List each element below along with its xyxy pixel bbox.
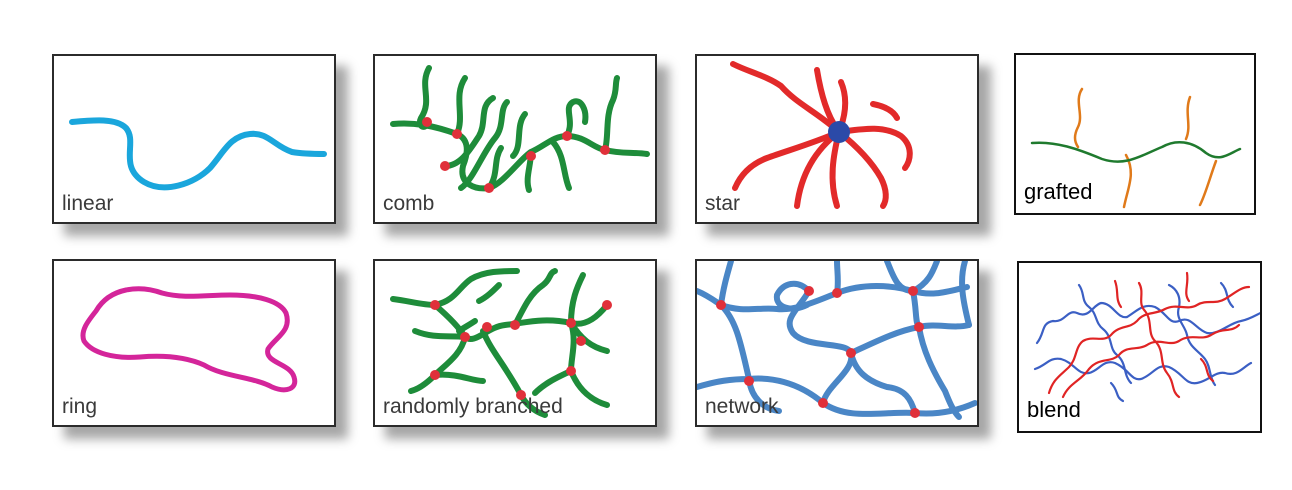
panel-label-grafted: grafted — [1024, 179, 1093, 204]
ring-chain — [80, 286, 298, 393]
star-polymer-diagram — [730, 61, 913, 209]
blend-red-chains — [1047, 271, 1251, 399]
comb-polymer-diagram — [390, 65, 650, 193]
panel-grafted: grafted — [1014, 53, 1256, 215]
panel-label-star: star — [705, 192, 741, 215]
star-core — [828, 121, 850, 143]
panel-label-comb: comb — [383, 192, 435, 215]
linear-polymer-diagram — [69, 117, 327, 191]
blend-polymer-diagram — [1033, 271, 1260, 403]
network-crosslinks — [716, 286, 924, 418]
panel-label-blend: blend — [1027, 397, 1081, 422]
panel-comb: comb — [373, 54, 657, 224]
panel-star: star — [695, 54, 979, 224]
comb-junctions — [422, 117, 610, 193]
network-polymer-diagram — [697, 261, 977, 420]
ring-polymer-diagram — [80, 286, 298, 393]
panel-label-network: network — [705, 395, 779, 418]
panel-label-randomly-branched: randomly branched — [383, 395, 563, 418]
panel-ring: ring — [52, 259, 336, 427]
blend-blue-chains — [1033, 281, 1260, 403]
panel-label-linear: linear — [62, 192, 114, 215]
panel-label-ring: ring — [62, 395, 98, 418]
grafted-polymer-diagram — [1030, 87, 1242, 209]
linear-chain — [69, 117, 327, 191]
panel-linear: linear — [52, 54, 336, 224]
panel-randomly-branched: randomly branched — [373, 259, 657, 427]
branch-junctions — [430, 300, 612, 400]
panel-network: network — [695, 259, 979, 427]
grafted-backbone — [1030, 140, 1242, 163]
randomly-branched-polymer-diagram — [390, 268, 612, 418]
panel-blend: blend — [1017, 261, 1262, 433]
